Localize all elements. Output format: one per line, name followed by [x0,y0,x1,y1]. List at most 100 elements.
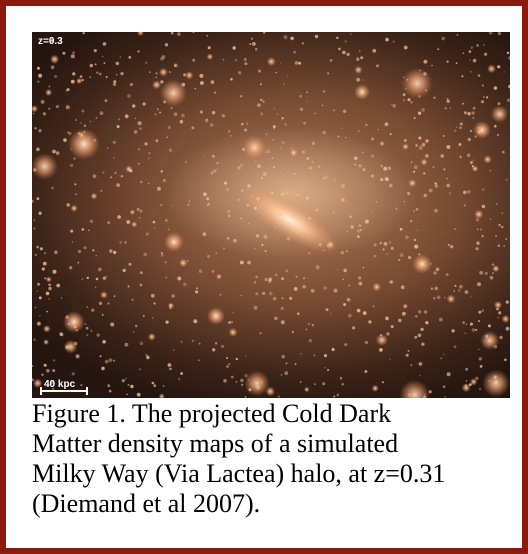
subhalo [127,285,130,288]
subhalo [139,217,141,219]
subhalo [248,222,250,224]
subhalo [255,292,259,296]
subhalo [280,320,285,325]
subhalo [471,328,476,332]
subhalo [472,58,477,63]
subhalo [370,174,374,178]
subhalo [73,341,78,346]
subhalo [102,340,106,344]
subhalo [41,267,45,271]
subhalo [90,192,98,200]
subhalo [242,135,267,160]
subhalo [187,260,189,262]
subhalo [193,319,198,324]
subhalo [155,139,159,142]
subhalo [280,147,282,149]
subhalo [299,381,302,383]
subhalo [96,333,100,337]
subhalo [480,330,500,350]
subhalo [75,193,78,196]
subhalo [354,163,357,166]
subhalo [384,177,389,182]
subhalo [95,277,99,281]
subhalo [407,350,410,352]
redshift-label: z=0.3 [38,36,63,47]
subhalo [261,381,263,384]
subhalo [198,342,201,345]
subhalo [333,109,336,112]
subhalo [181,261,183,264]
subhalo [256,196,260,201]
subhalo [423,172,426,175]
subhalo [453,345,457,349]
subhalo [80,122,82,124]
subhalo [462,102,464,105]
subhalo [381,381,384,384]
subhalo [356,77,360,82]
subhalo [257,164,261,169]
subhalo [446,60,449,63]
subhalo [379,140,385,147]
subhalo [414,335,418,339]
subhalo [368,320,372,324]
subhalo [348,284,351,287]
subhalo [274,316,278,321]
subhalo [55,105,59,109]
subhalo [326,172,328,175]
subhalo [370,210,373,212]
subhalo [357,280,364,287]
subhalo [115,62,119,65]
subhalo [340,251,344,255]
subhalo [337,135,340,138]
subhalo [446,183,451,188]
subhalo [263,234,268,239]
subhalo [75,119,77,121]
subhalo [414,165,418,169]
subhalo [344,40,347,43]
subhalo [325,240,335,250]
subhalo [260,98,263,101]
subhalo [139,127,142,130]
subhalo [446,98,449,100]
subhalo [446,372,451,377]
subhalo [432,296,436,300]
subhalo [314,112,316,115]
subhalo [469,129,472,133]
subhalo [399,253,404,257]
subhalo [280,192,285,196]
subhalo [178,378,181,381]
subhalo [324,367,326,369]
subhalo [405,353,409,357]
bright-subhalo [207,307,225,325]
subhalo [450,245,454,249]
subhalo [423,193,428,198]
subhalo [259,332,262,335]
subhalo [86,334,89,337]
subhalo [246,122,249,125]
subhalo [306,157,310,160]
subhalo [403,201,406,203]
subhalo [494,379,498,383]
subhalo [89,120,92,123]
subhalo [100,291,108,299]
subhalo [273,166,276,169]
subhalo [384,122,389,127]
subhalo [432,166,435,169]
subhalo [119,241,122,244]
subhalo [301,42,304,45]
subhalo [150,293,155,298]
subhalo [501,225,504,229]
subhalo [113,80,117,84]
subhalo [156,186,161,191]
subhalo [161,254,164,257]
subhalo [81,278,84,280]
subhalo [168,228,170,231]
subhalo [70,163,74,167]
subhalo [365,123,368,127]
subhalo [97,267,102,272]
subhalo [206,34,209,37]
subhalo [471,111,475,115]
subhalo [126,393,128,396]
subhalo [137,121,142,126]
subhalo [130,210,135,215]
